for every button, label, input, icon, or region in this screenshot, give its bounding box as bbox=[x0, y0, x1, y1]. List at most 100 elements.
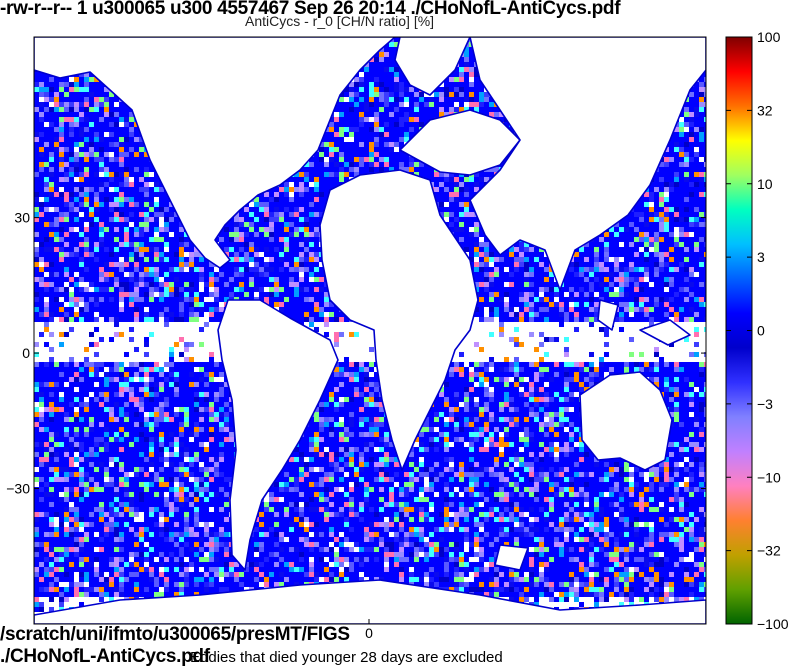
heat-cell bbox=[269, 207, 274, 212]
heat-cell bbox=[674, 142, 679, 147]
heat-cell bbox=[109, 102, 114, 107]
heat-cell bbox=[74, 132, 79, 137]
heat-cell bbox=[404, 97, 409, 102]
heat-cell bbox=[684, 182, 689, 187]
heat-cell bbox=[699, 202, 704, 207]
heat-cell bbox=[44, 77, 49, 82]
heat-cell bbox=[359, 167, 364, 172]
heat-cell bbox=[389, 142, 394, 147]
heat-cell bbox=[399, 162, 404, 167]
heat-cell bbox=[99, 212, 104, 217]
heat-cell bbox=[39, 92, 44, 97]
heat-cell bbox=[129, 187, 134, 192]
heat-cell bbox=[139, 217, 144, 222]
heat-cell bbox=[39, 102, 44, 107]
heat-cell bbox=[339, 137, 344, 142]
heat-cell bbox=[89, 187, 94, 192]
heat-cell bbox=[84, 107, 89, 112]
heat-cell bbox=[129, 152, 134, 157]
heat-cell bbox=[144, 207, 149, 212]
heat-cell bbox=[499, 162, 504, 167]
heat-cell bbox=[389, 102, 394, 107]
heat-cell bbox=[279, 212, 284, 217]
heat-cell bbox=[104, 197, 109, 202]
heat-cell bbox=[359, 97, 364, 102]
heat-cell bbox=[469, 102, 474, 107]
heat-cell bbox=[634, 207, 639, 212]
heat-cell bbox=[394, 102, 399, 107]
heat-cell bbox=[669, 152, 674, 157]
heat-cell bbox=[289, 177, 294, 182]
heat-cell bbox=[344, 112, 349, 117]
heat-cell bbox=[694, 147, 699, 152]
heat-cell bbox=[39, 187, 44, 192]
heat-cell bbox=[109, 207, 114, 212]
heat-cell bbox=[379, 62, 384, 67]
heat-cell bbox=[49, 217, 54, 222]
heat-cell bbox=[39, 217, 44, 222]
heat-cell bbox=[49, 137, 54, 142]
heat-cell bbox=[304, 192, 309, 197]
heat-cell bbox=[284, 212, 289, 217]
heat-cell bbox=[299, 172, 304, 177]
heat-cell bbox=[49, 117, 54, 122]
heat-cell bbox=[509, 127, 514, 132]
heat-cell bbox=[324, 152, 329, 157]
heat-cell bbox=[54, 77, 59, 82]
heat-cell bbox=[374, 77, 379, 82]
heat-cell bbox=[674, 207, 679, 212]
heat-cell bbox=[34, 117, 39, 122]
heat-cell bbox=[334, 112, 339, 117]
heat-cell bbox=[319, 212, 324, 217]
heat-cell bbox=[464, 87, 469, 92]
heat-cell bbox=[689, 107, 694, 112]
heat-cell bbox=[109, 152, 114, 157]
heat-cell bbox=[459, 202, 464, 207]
heat-cell bbox=[664, 212, 669, 217]
heat-cell bbox=[99, 152, 104, 157]
heat-cell bbox=[704, 107, 706, 112]
heat-cell bbox=[304, 207, 309, 212]
heat-cell bbox=[629, 217, 634, 222]
heat-cell bbox=[704, 157, 706, 162]
heat-cell bbox=[44, 107, 49, 112]
heat-cell bbox=[139, 162, 144, 167]
heat-cell bbox=[689, 132, 694, 137]
heat-cell bbox=[104, 167, 109, 172]
heat-cell bbox=[324, 162, 329, 167]
heat-cell bbox=[379, 77, 384, 82]
heat-cell bbox=[684, 217, 689, 222]
heat-cell bbox=[54, 182, 59, 187]
heat-cell bbox=[299, 202, 304, 207]
heat-cell bbox=[374, 127, 379, 132]
heat-cell bbox=[134, 212, 139, 217]
heat-cell bbox=[674, 177, 679, 182]
heat-cell bbox=[64, 147, 69, 152]
heat-cell bbox=[94, 97, 99, 102]
heat-cell bbox=[114, 157, 119, 162]
heat-cell bbox=[44, 97, 49, 102]
heat-cell bbox=[99, 112, 104, 117]
heat-cell bbox=[384, 147, 389, 152]
heat-cell bbox=[469, 187, 474, 192]
heat-cell bbox=[699, 117, 704, 122]
heat-cell bbox=[464, 107, 469, 112]
heat-cell bbox=[459, 62, 464, 67]
heat-cell bbox=[129, 197, 134, 202]
heat-cell bbox=[369, 92, 374, 97]
heat-cell bbox=[694, 187, 699, 192]
heat-cell bbox=[149, 192, 154, 197]
heat-cell bbox=[94, 207, 99, 212]
heat-cell bbox=[669, 147, 674, 152]
heat-cell bbox=[704, 162, 706, 167]
heat-cell bbox=[89, 212, 94, 217]
heat-cell bbox=[384, 102, 389, 107]
heat-cell bbox=[674, 127, 679, 132]
heat-cell bbox=[689, 172, 694, 177]
heat-cell bbox=[294, 177, 299, 182]
heat-cell bbox=[474, 102, 479, 107]
heat-cell bbox=[104, 97, 109, 102]
heat-cell bbox=[94, 162, 99, 167]
heat-cell bbox=[659, 187, 664, 192]
heat-cell bbox=[59, 117, 64, 122]
